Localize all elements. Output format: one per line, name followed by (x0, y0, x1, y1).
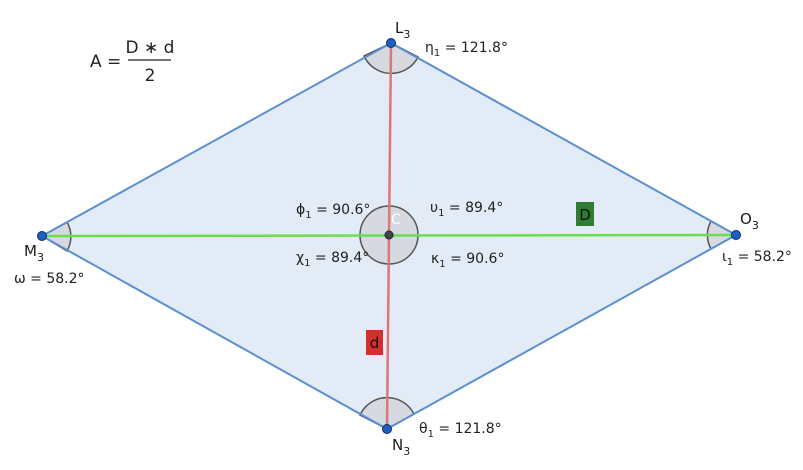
svg-text:D: D (579, 206, 591, 224)
point-m3 (37, 231, 47, 241)
angle-label-theta1: θ1 = 121.8° (419, 421, 502, 440)
angle-label-upsilon1: υ1 = 89.4° (430, 200, 503, 219)
point-c (384, 230, 394, 240)
vertex-points (37, 38, 741, 434)
label-o3: O3 (740, 210, 759, 232)
angle-label-chi1: χ1 = 89.4° (296, 250, 369, 269)
label-c: C (391, 212, 401, 228)
label-long-diagonal: D (576, 202, 594, 226)
point-l3 (386, 38, 396, 48)
label-l3: L3 (395, 19, 410, 41)
formula-denominator: 2 (145, 66, 156, 86)
angle-label-omega: ω = 58.2° (14, 271, 85, 287)
point-o3 (731, 230, 741, 240)
area-formula: A = D ∗ d 2 (90, 38, 174, 86)
label-n3: N3 (392, 436, 410, 458)
angle-label-kappa1: κ1 = 90.6° (431, 251, 504, 270)
svg-text:d: d (370, 334, 380, 352)
point-n3 (382, 424, 392, 434)
formula-numerator: D ∗ d (126, 38, 175, 58)
formula-lhs: A = (90, 52, 121, 72)
label-m3: M3 (24, 242, 44, 264)
angle-label-eta1: η1 = 121.8° (425, 40, 508, 59)
angle-label-iota1: ι1 = 58.2° (722, 249, 792, 268)
angle-label-phi1: ϕ1 = 90.6° (296, 202, 370, 221)
label-short-diagonal: d (366, 330, 383, 355)
